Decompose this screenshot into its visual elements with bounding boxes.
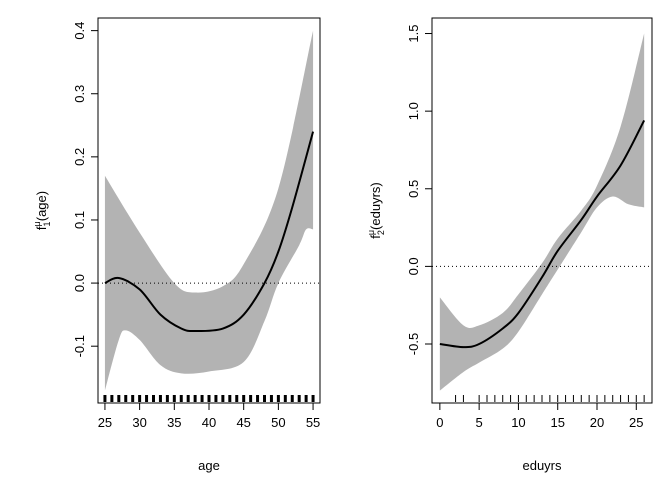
- x-tick-label: 30: [132, 415, 146, 430]
- x-axis-label: age: [198, 458, 220, 473]
- x-tick-label: 5: [476, 415, 483, 430]
- x-tick-label: 0: [436, 415, 443, 430]
- panel-age: 25 30 35 40 45 50 55 -0.1 0.0 0.1 0.2 0.3 0.4 age f1μ(…: [32, 17, 321, 473]
- x-tick-label: 50: [271, 415, 285, 430]
- y-tick-label: -0.1: [72, 335, 87, 357]
- y-axis-label: f2μ(eduyrs): [366, 182, 386, 239]
- y-tick-label: 1.0: [406, 102, 421, 120]
- x-tick-label: 45: [236, 415, 250, 430]
- y-tick-label: 0.5: [406, 180, 421, 198]
- x-tick-label: 10: [511, 415, 525, 430]
- y-tick-label: 0.3: [72, 85, 87, 103]
- x-tick-label: 25: [98, 415, 112, 430]
- x-tick-label: 25: [629, 415, 643, 430]
- confidence-band: [104, 30, 314, 391]
- x-tick-label: 55: [306, 415, 320, 430]
- y-tick-label: 0.0: [72, 274, 87, 292]
- x-tick-label: 40: [202, 415, 216, 430]
- fitted-curve: [104, 131, 315, 333]
- x-tick-label: 20: [590, 415, 604, 430]
- y-tick-label: 0.2: [72, 148, 87, 166]
- panel-eduyrs: 0 5 10 15 20 25 -0.5 0.0 0.5 1.0 1.5 eduyrs f2μ(eduy…: [366, 17, 653, 473]
- fitted-curve: [439, 119, 646, 349]
- confidence-band: [439, 33, 645, 391]
- y-tick-label: 0.4: [72, 22, 87, 40]
- x-tick-label: 35: [167, 415, 181, 430]
- x-axis-label: eduyrs: [522, 458, 562, 473]
- y-tick-label: 1.5: [406, 24, 421, 42]
- y-tick-label: -0.5: [406, 333, 421, 355]
- x-tick-label: 15: [550, 415, 564, 430]
- y-tick-label: 0.0: [406, 257, 421, 275]
- y-tick-label: 0.1: [72, 211, 87, 229]
- y-axis-label: f1μ(age): [32, 191, 52, 230]
